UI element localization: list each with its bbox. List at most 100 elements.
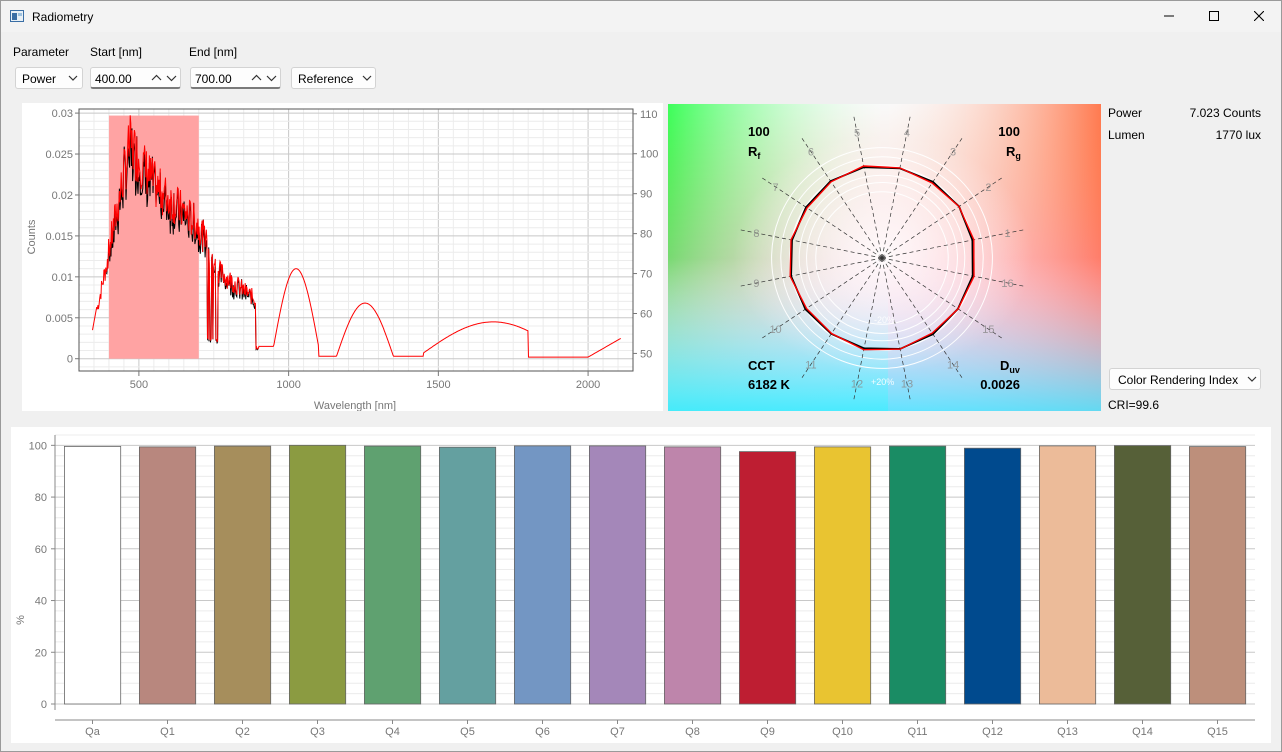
reference-ring bbox=[798, 174, 966, 342]
cct-label: CCT bbox=[748, 358, 775, 373]
hue-bin-label: 15 bbox=[982, 324, 994, 336]
hue-spoke bbox=[881, 115, 911, 259]
bar-q12[interactable] bbox=[964, 447, 1022, 705]
hue-bin-label: 3 bbox=[950, 147, 956, 159]
bar-x-tick-label: Q4 bbox=[385, 726, 400, 738]
y-tick-label: 0.025 bbox=[45, 149, 73, 161]
chevron-down-icon[interactable] bbox=[166, 74, 177, 82]
minimize-button[interactable] bbox=[1146, 1, 1192, 31]
bar-x-tick-label: Q3 bbox=[310, 726, 325, 738]
bar-q8[interactable] bbox=[664, 446, 722, 705]
hue-spoke bbox=[761, 257, 883, 339]
bar-q13[interactable] bbox=[1039, 445, 1097, 705]
bar-x-tick-label: Q5 bbox=[460, 726, 475, 738]
ring-label-plus: +20% bbox=[871, 377, 894, 387]
minimize-icon bbox=[1164, 15, 1174, 17]
reference-rings bbox=[771, 147, 993, 369]
y-tick-label: 0.01 bbox=[52, 272, 73, 284]
reference-select-value: Reference bbox=[298, 72, 354, 86]
hue-spoke bbox=[853, 115, 883, 259]
plot-frame bbox=[78, 108, 634, 372]
hue-bin-label: 8 bbox=[753, 228, 759, 240]
hue-spoke bbox=[881, 177, 1003, 259]
parameter-select-value: Power bbox=[22, 72, 57, 86]
duv-label: Duv bbox=[1000, 358, 1020, 375]
hue-bin-spokes bbox=[739, 115, 1025, 401]
chevron-down-icon[interactable] bbox=[266, 74, 277, 82]
hue-spoke bbox=[761, 177, 883, 259]
y2-axis-ticks: 50 60 70 80 90 100 110 bbox=[633, 109, 658, 360]
bar-x-tick-label: Q13 bbox=[1057, 726, 1078, 738]
bar-q1[interactable] bbox=[138, 446, 197, 705]
bar-x-tick-label: Q2 bbox=[235, 726, 250, 738]
y-tick-label: 0.02 bbox=[52, 190, 73, 202]
bar-x-tick-label: Q8 bbox=[685, 726, 700, 738]
bar-x-tick-label: Q10 bbox=[832, 726, 853, 738]
spectrum-chart-panel: 500 1000 1500 2000 0 0.005 0.01 0.015 0.02 0.025… bbox=[22, 103, 663, 411]
bar-q14[interactable] bbox=[1114, 445, 1172, 705]
reference-ring bbox=[815, 191, 949, 325]
bar-q3[interactable] bbox=[288, 444, 347, 705]
y2-tick-label: 80 bbox=[640, 229, 652, 241]
bar-q9[interactable] bbox=[739, 451, 797, 705]
bar-y-tick-label: 100 bbox=[29, 440, 47, 452]
chevron-up-icon[interactable] bbox=[151, 74, 162, 82]
y2-tick-label: 70 bbox=[640, 269, 652, 281]
maximize-button[interactable] bbox=[1191, 1, 1237, 31]
y2-tick-label: 50 bbox=[640, 348, 652, 360]
bar-y-ticks: 0 20 40 60 80 100 bbox=[29, 440, 55, 711]
spectrum-line bbox=[92, 115, 621, 358]
hue-bin-label: 6 bbox=[808, 147, 814, 159]
bar-q7[interactable] bbox=[589, 445, 647, 705]
app-icon bbox=[10, 10, 24, 22]
reference-select[interactable]: Reference bbox=[291, 67, 376, 89]
bar-qa[interactable] bbox=[64, 445, 122, 705]
y-tick-label: 0.015 bbox=[45, 231, 73, 243]
y-tick-label: 0.005 bbox=[45, 313, 73, 325]
bar-q15[interactable] bbox=[1189, 446, 1247, 705]
chevron-down-icon bbox=[68, 75, 78, 81]
end-spinbox[interactable]: 700.00 bbox=[190, 67, 281, 89]
hue-bin-label: 4 bbox=[904, 127, 910, 139]
bar-x-ticks: Qa Q1 Q2 Q3 Q4 Q5 Q6 Q7 Q8 Q9 Q10 Q11 Q12 Q13 Q14 Q15 bbox=[85, 720, 1228, 738]
fidelity-bar-chart-panel: 0 20 40 60 80 100 Qa Q1 Q2 Q3 Q4 Q5 Q6 Q7 Q8 Q9 Q10 Q11 Q… bbox=[11, 427, 1271, 743]
close-button[interactable] bbox=[1236, 1, 1282, 31]
y2-tick-label: 60 bbox=[640, 308, 652, 320]
x-tick-label: 1000 bbox=[276, 379, 300, 391]
reference-ring bbox=[771, 147, 993, 369]
maximize-icon bbox=[1209, 11, 1219, 21]
bar-q6[interactable] bbox=[513, 445, 572, 705]
bar-q4[interactable] bbox=[363, 445, 422, 705]
bar-y-tick-label: 60 bbox=[35, 544, 47, 556]
bar-q11[interactable] bbox=[889, 445, 947, 705]
bar-x-tick-label: Q7 bbox=[610, 726, 625, 738]
parameter-label: Parameter bbox=[13, 45, 70, 59]
bar-y-tick-label: 40 bbox=[35, 596, 47, 608]
cri-text: CRI=99.6 bbox=[1108, 398, 1160, 412]
hue-spoke bbox=[739, 229, 883, 259]
bar-y-tick-label: 80 bbox=[35, 492, 47, 504]
x-tick-label: 2000 bbox=[576, 379, 600, 391]
chevron-up-icon[interactable] bbox=[251, 74, 262, 82]
lumen-label: Lumen bbox=[1108, 128, 1145, 142]
hue-bin-label: 5 bbox=[854, 127, 860, 139]
bar-y-tick-label: 0 bbox=[41, 699, 47, 711]
bar-x-tick-label: Q14 bbox=[1132, 726, 1153, 738]
hue-bin-label: 1 bbox=[1004, 228, 1010, 240]
y2-tick-label: 90 bbox=[640, 189, 652, 201]
metric-select[interactable]: Color Rendering Index bbox=[1109, 368, 1261, 390]
bar-q2[interactable] bbox=[213, 445, 272, 705]
hue-bin-label: 7 bbox=[773, 182, 779, 194]
cct-value: 6182 K bbox=[748, 377, 791, 392]
hue-spoke bbox=[801, 257, 883, 379]
bar-q10[interactable] bbox=[814, 446, 872, 705]
bar-y-tick-label: 20 bbox=[35, 647, 47, 659]
y2-tick-label: 100 bbox=[640, 149, 658, 161]
parameter-select[interactable]: Power bbox=[15, 67, 83, 89]
spectrum-chart[interactable]: 500 1000 1500 2000 0 0.005 0.01 0.015 0.02 0.025… bbox=[22, 103, 663, 411]
bar-q5[interactable] bbox=[438, 446, 497, 705]
hue-bin-label: 9 bbox=[753, 278, 759, 290]
start-spinbox[interactable]: 400.00 bbox=[90, 67, 181, 89]
